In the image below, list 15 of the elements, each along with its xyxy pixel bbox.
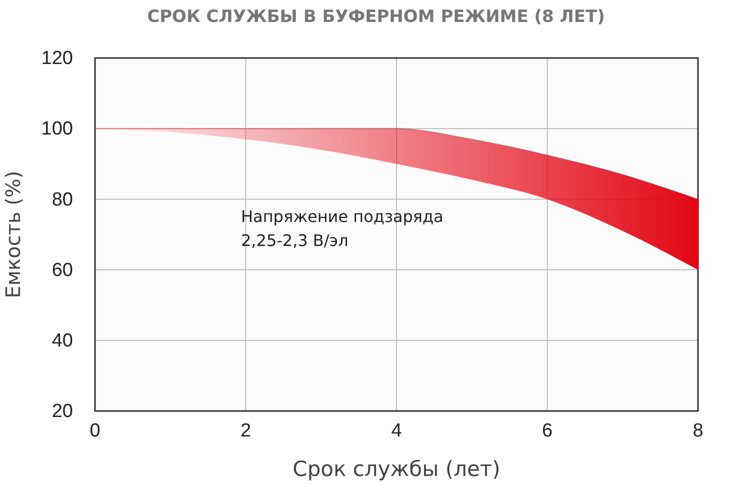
y-tick-label: 100 [41,118,73,140]
y-tick-label: 120 [41,48,73,70]
x-tick-label: 4 [391,420,402,442]
y-axis-title: Емкость (%) [1,170,25,298]
y-tick-label: 60 [52,260,73,281]
chart-title: СРОК СЛУЖБЫ В БУФЕРНОМ РЕЖИМЕ (8 ЛЕТ) [147,7,605,27]
x-tick-label: 8 [692,420,704,442]
x-axis-title: Срок службы (лет) [292,457,500,481]
x-tick-label: 2 [240,420,252,442]
x-tick-label: 0 [90,420,100,442]
y-tick-label: 80 [52,189,73,210]
annotation: Напряжение подзаряда 2,25-2,3 В/эл [241,207,444,250]
x-tick-label: 6 [542,420,553,442]
y-tick-label: 40 [52,330,73,352]
y-tick-label: 20 [52,401,73,422]
